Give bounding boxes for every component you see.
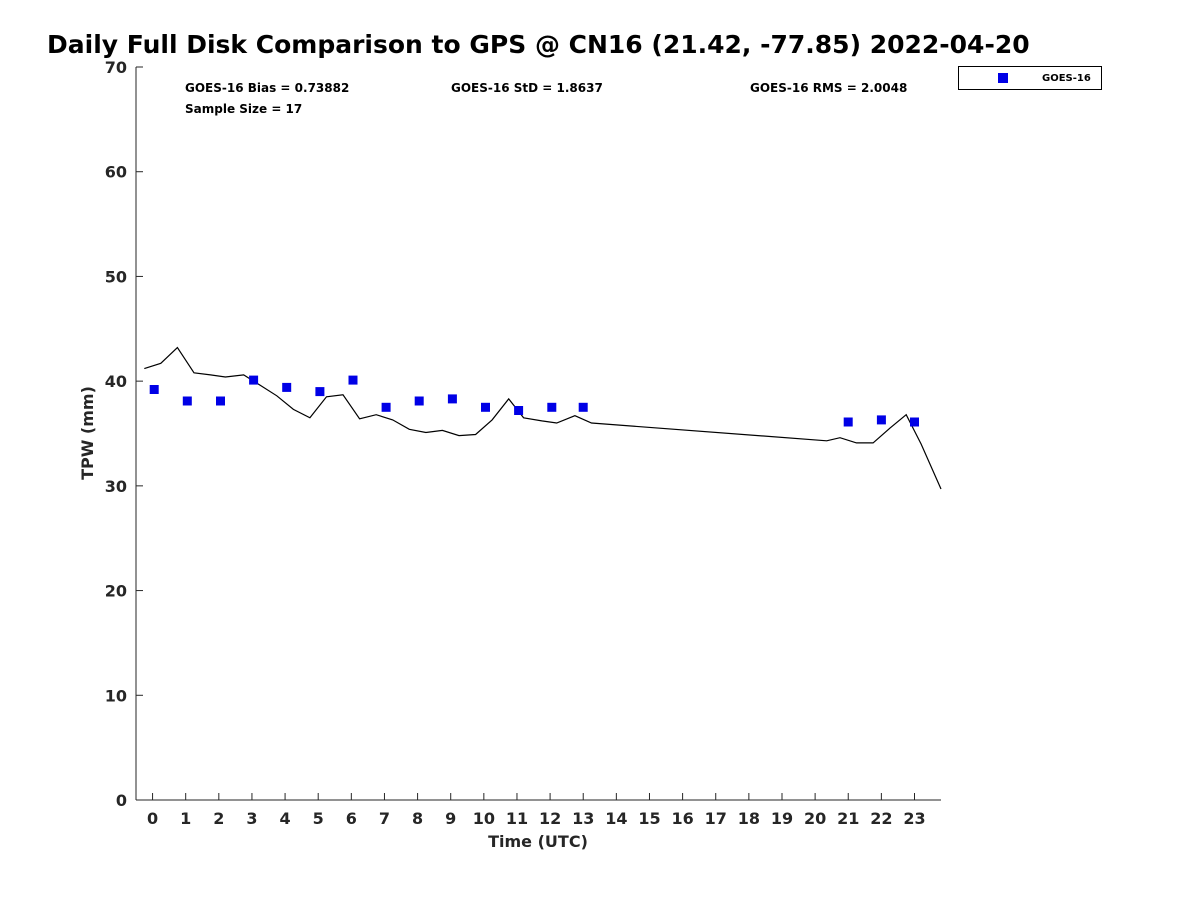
stat-std: GOES-16 StD = 1.8637 [451,81,603,95]
goes16-point [182,396,192,406]
gps-tpw-line [144,346,942,490]
x-tick-label: 10 [473,809,495,828]
stat-rms: GOES-16 RMS = 2.0048 [750,81,907,95]
goes16-point [381,402,391,412]
x-tick-label: 13 [572,809,594,828]
goes16-point [414,396,424,406]
goes16-points-layer [149,375,919,427]
x-tick-label: 23 [903,809,925,828]
legend-box [958,66,1102,90]
x-tick-label: 3 [246,809,257,828]
legend-label: GOES-16 [1042,73,1091,84]
x-tick-label: 17 [705,809,727,828]
goes16-point [315,387,325,397]
y-tick-label: 50 [105,267,127,286]
x-tick-label: 20 [804,809,826,828]
stat-bias: GOES-16 Bias = 0.73882 [185,81,349,95]
goes16-point [481,402,490,412]
x-tick-label: 7 [379,809,390,828]
x-tick-label: 0 [147,809,158,828]
x-tick-label: 16 [671,809,693,828]
y-tick-label: 30 [105,477,127,496]
x-tick-label: 18 [738,809,760,828]
x-tick-label: 5 [313,809,324,828]
x-tick-label: 2 [213,809,224,828]
goes16-point [514,406,524,415]
goes16-point [876,415,886,425]
gps-line-layer [144,346,942,490]
x-tick-label: 14 [605,809,627,828]
goes16-point [216,396,225,406]
y-tick-label: 60 [105,163,127,182]
x-tick-label: 21 [837,809,859,828]
x-tick-label: 11 [506,809,528,828]
x-tick-label: 12 [539,809,561,828]
goes16-point [348,375,358,385]
stat-sample-size: Sample Size = 17 [185,102,302,116]
x-tick-label: 1 [180,809,191,828]
x-tick-label: 6 [346,809,357,828]
goes16-point [249,375,259,385]
x-tick-label: 8 [412,809,423,828]
goes16-point [843,417,853,427]
goes16-point [547,402,557,412]
x-axis-label: Time (UTC) [488,832,588,851]
y-tick-label: 10 [105,686,127,705]
x-tick-label: 9 [445,809,456,828]
y-tick-label: 40 [105,372,127,391]
legend-marker [998,73,1008,83]
goes16-point [282,382,292,392]
y-tick-label: 20 [105,582,127,601]
chart-title: Daily Full Disk Comparison to GPS @ CN16… [47,30,1030,59]
legend: GOES-16 [958,66,1102,90]
goes16-point [578,402,588,412]
y-tick-label: 0 [116,791,127,810]
goes16-point [447,394,457,404]
y-axis-label: TPW (mm) [78,386,97,480]
x-tick-label: 4 [280,809,291,828]
x-tick-label: 15 [638,809,660,828]
goes16-point [910,417,919,427]
x-tick-label: 22 [870,809,892,828]
x-tick-label: 19 [771,809,793,828]
goes16-point [149,385,159,394]
y-tick-label: 70 [105,58,127,77]
